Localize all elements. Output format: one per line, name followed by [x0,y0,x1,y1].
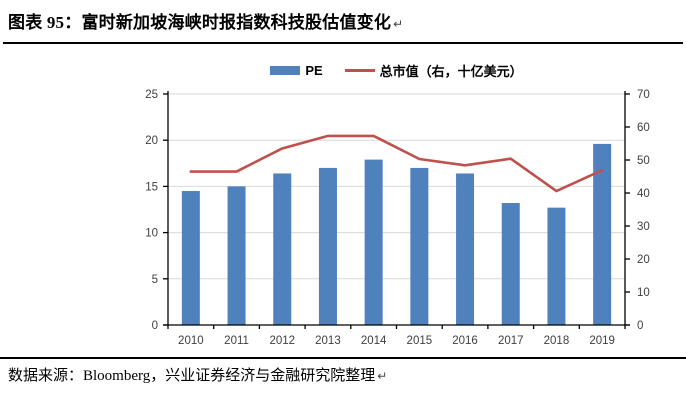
right-tick-label: 10 [637,287,650,299]
pe-bar-2018 [547,207,566,325]
pe-bar-2014 [364,159,383,325]
category-label: 2010 [178,335,204,347]
combo-chart: 0 5 10 15 20 25 0 10 20 30 40 50 60 70 2010 2011 2012 201… [145,89,650,347]
pe-bar-2019 [593,143,612,325]
category-label: 2014 [361,335,387,347]
pe-bar-2012 [273,173,292,325]
pe-bar-2010 [181,191,200,325]
category-label: 2017 [498,335,524,347]
title-divider [3,42,683,44]
right-tick-label: 40 [637,188,650,200]
category-label: 2018 [544,335,570,347]
paragraph-return-mark: ↵ [393,17,404,31]
figure-title-text: 图表 95：富时新加坡海峡时报指数科技股估值变化 [8,13,392,32]
left-tick-label: 25 [145,89,158,101]
figure-title: 图表 95：富时新加坡海峡时报指数科技股估值变化 ↵ [8,8,680,33]
left-tick-label: 5 [152,274,158,286]
pe-bar-2011 [227,186,246,325]
category-label: 2011 [224,335,249,347]
pe-bar-2013 [318,167,337,325]
left-tick-label: 10 [145,228,158,240]
data-source-text: 数据来源：Bloomberg，兴业证券经济与金融研究院整理 [8,368,376,384]
pe-bar-swatch-icon [270,65,301,75]
right-tick-label: 20 [637,254,650,266]
category-label: 2012 [269,335,295,347]
legend-label-marketcap: 总市值（右，十亿美元） [379,63,523,79]
pe-bar-2016 [456,173,475,325]
legend-label-pe: PE [305,62,323,78]
chart-legend: PE 总市值（右，十亿美元） [168,60,625,80]
legend-item-pe: PE [270,62,323,78]
category-label: 2016 [452,335,478,347]
data-source-note: 数据来源：Bloomberg，兴业证券经济与金融研究院整理 ↵ [8,364,680,385]
right-tick-label: 60 [637,122,650,134]
category-label: 2019 [589,335,615,347]
right-tick-label: 30 [637,221,650,233]
left-tick-label: 20 [145,135,158,147]
marketcap-line-swatch-icon [344,68,375,72]
pe-bar-2015 [410,167,429,325]
right-tick-label: 0 [637,320,643,332]
category-label: 2015 [407,335,433,347]
footer-divider [0,357,686,359]
left-tick-label: 15 [145,181,158,193]
category-label: 2013 [315,335,341,347]
pe-bar-2017 [501,203,520,325]
left-tick-label: 0 [152,320,158,332]
right-tick-label: 70 [637,89,650,101]
right-tick-label: 50 [637,155,650,167]
paragraph-return-mark: ↵ [377,369,388,383]
marketcap-trend-line [189,134,604,193]
legend-item-marketcap: 总市值（右，十亿美元） [344,61,523,80]
